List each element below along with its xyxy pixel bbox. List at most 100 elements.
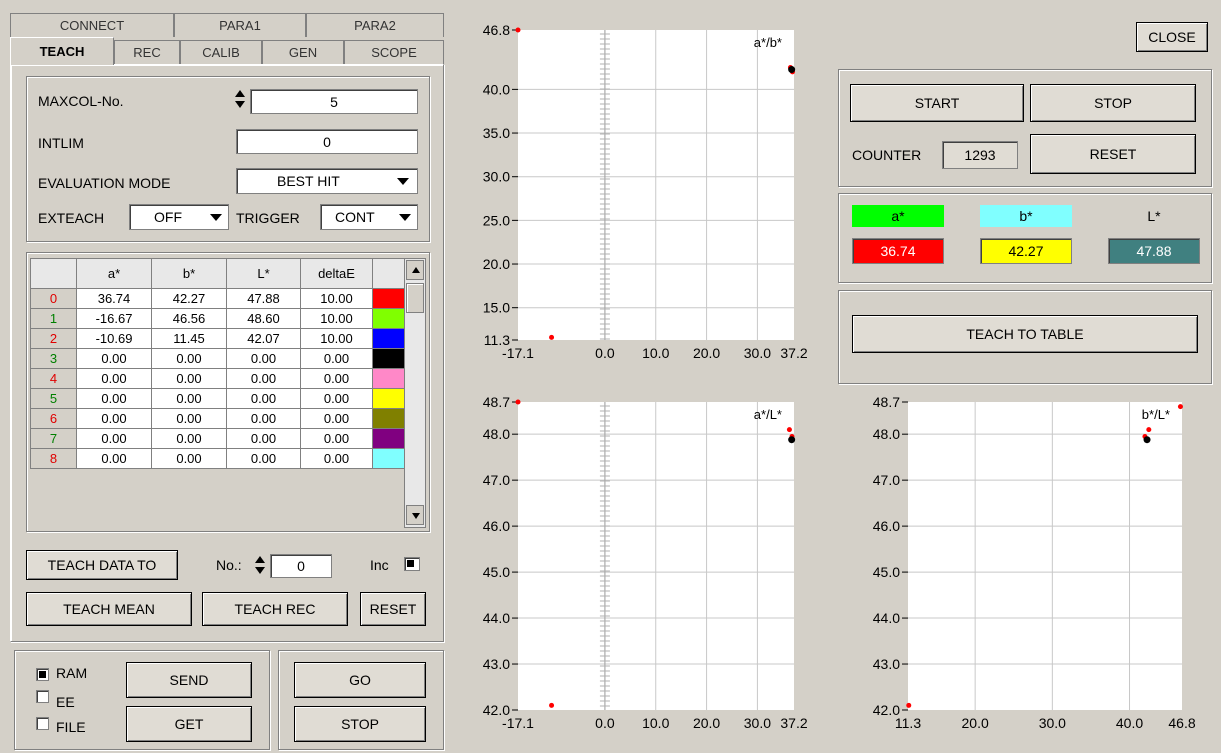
teach-data-to-button[interactable]: TEACH DATA TO	[26, 550, 178, 580]
table-cell-deltaE: 0.00	[300, 448, 373, 469]
scroll-thumb[interactable]	[406, 283, 424, 313]
table-cell-L: 0.00	[226, 388, 301, 409]
reset-left-button[interactable]: RESET	[360, 592, 426, 626]
ram-label: RAM	[56, 665, 88, 681]
table-row[interactable]: 6 0.00 0.00 0.00 0.00	[30, 408, 407, 429]
stop-button[interactable]: STOP	[1030, 84, 1196, 122]
arrow-up-icon	[412, 267, 420, 273]
tab-rec[interactable]: REC	[114, 40, 180, 64]
L-star-label: L*	[1147, 208, 1161, 224]
x-tick-label: -17.1	[502, 345, 534, 361]
tab-gen[interactable]: GEN	[262, 40, 344, 64]
table-row[interactable]: 5 0.00 0.00 0.00 0.00	[30, 388, 407, 409]
y-tick-label: 30.0	[483, 169, 510, 185]
table-row[interactable]: 4 0.00 0.00 0.00 0.00	[30, 368, 407, 389]
data-point-current	[788, 436, 796, 444]
tab-para1[interactable]: PARA1	[174, 13, 306, 37]
tab-scope[interactable]: SCOPE	[344, 40, 444, 64]
file-checkbox[interactable]	[36, 717, 49, 730]
intlim-field[interactable]: 0	[236, 129, 418, 154]
table-cell-a: 0.00	[76, 348, 152, 369]
teach-rec-button[interactable]: TEACH REC	[202, 592, 348, 626]
exteach-select[interactable]: OFF	[129, 204, 229, 230]
teach-panel	[10, 64, 444, 642]
table-cell-deltaE: 0.00	[300, 408, 373, 429]
table-cell-L: 0.00	[226, 448, 301, 469]
table-cell-deltaE: 10.00	[300, 328, 373, 349]
no-spinner[interactable]	[253, 553, 267, 577]
table-scrollbar[interactable]	[404, 258, 426, 528]
table-header-L: L*	[226, 258, 301, 289]
y-tick-label: 15.0	[483, 300, 510, 316]
x-tick-label: 0.0	[595, 715, 615, 731]
plot-title: b*/L*	[1142, 407, 1170, 422]
go-button[interactable]: GO	[294, 662, 426, 698]
maxcol-spinner[interactable]	[233, 87, 247, 111]
y-tick-label: 42.0	[873, 702, 900, 718]
teach-to-table-button[interactable]: TEACH TO TABLE	[852, 315, 1198, 353]
table-row[interactable]: 8 0.00 0.00 0.00 0.00	[30, 448, 407, 469]
table-row-index: 1	[30, 308, 77, 329]
x-tick-label: 30.0	[1039, 715, 1066, 731]
tab-connect[interactable]: CONNECT	[10, 13, 174, 37]
trigger-value: CONT	[335, 209, 375, 225]
data-point-red	[786, 427, 792, 433]
table-cell-deltaE: 10.00	[300, 288, 373, 309]
file-label: FILE	[56, 719, 86, 735]
stop-bottom-button[interactable]: STOP	[294, 706, 426, 742]
no-label: No.:	[216, 557, 242, 573]
teach-mean-button[interactable]: TEACH MEAN	[26, 592, 192, 626]
table-cell-deltaE: 10.00	[300, 308, 373, 329]
data-point-current	[1143, 436, 1151, 444]
table-row[interactable]: 0 36.74 42.27 47.88 10.00	[30, 288, 407, 309]
scroll-up-button[interactable]	[406, 260, 424, 280]
plot-title: a*/b*	[754, 35, 782, 50]
tab-calib[interactable]: CALIB	[180, 40, 262, 64]
arrow-down-icon	[412, 513, 420, 519]
maxcol-field[interactable]: 5	[250, 89, 418, 114]
eval-mode-select[interactable]: BEST HIT	[236, 168, 418, 194]
table-cell-b: 0.00	[151, 448, 227, 469]
x-tick-label: 0.0	[595, 345, 615, 361]
x-tick-label: -17.1	[502, 715, 534, 731]
table-row-index: 7	[30, 428, 77, 449]
table-row[interactable]: 1 -16.67 46.56 48.60 10.00	[30, 308, 407, 329]
table-cell-deltaE: 0.00	[300, 348, 373, 369]
tab-teach[interactable]: TEACH	[10, 37, 114, 65]
inc-checkbox[interactable]	[404, 557, 420, 571]
maxcol-label: MAXCOL-No.	[38, 93, 124, 109]
x-tick-label: 40.0	[1116, 715, 1143, 731]
x-tick-label: 46.8	[1168, 715, 1195, 731]
spin-arrows-icon	[235, 90, 245, 108]
scroll-down-button[interactable]	[406, 505, 424, 525]
table-cell-deltaE: 0.00	[300, 368, 373, 389]
reset-right-button[interactable]: RESET	[1030, 134, 1196, 174]
table-header-row: a* b* L* deltaE	[30, 258, 407, 289]
trigger-select[interactable]: CONT	[320, 204, 418, 230]
get-button[interactable]: GET	[126, 706, 252, 742]
table-cell-deltaE: 0.00	[300, 428, 373, 449]
b-star-label: b*	[980, 205, 1072, 227]
table-row[interactable]: 7 0.00 0.00 0.00 0.00	[30, 428, 407, 449]
table-header-deltaE: deltaE	[300, 258, 373, 289]
close-button[interactable]: CLOSE	[1136, 22, 1208, 52]
tab-para2[interactable]: PARA2	[306, 13, 444, 37]
table-cell-b: 11.45	[151, 328, 227, 349]
settings-group	[26, 76, 430, 242]
no-field[interactable]: 0	[270, 554, 332, 578]
table-cell-L: 42.07	[226, 328, 301, 349]
control-group	[838, 69, 1212, 187]
ee-checkbox[interactable]	[36, 690, 49, 703]
table-cell-a: 36.74	[76, 288, 152, 309]
send-button[interactable]: SEND	[126, 662, 252, 698]
ram-checkbox[interactable]	[36, 668, 49, 681]
table-row[interactable]: 3 0.00 0.00 0.00 0.00	[30, 348, 407, 369]
scatter-plot-2: -17.1 0.0 10.0 20.0 30.0 37.2 48.7 48.0 47.0 46.0…	[483, 394, 808, 731]
table-cell-L: 0.00	[226, 408, 301, 429]
start-button[interactable]: START	[850, 84, 1024, 122]
table-row[interactable]: 2 -10.69 11.45 42.07 10.00	[30, 328, 407, 349]
teach-table-group	[838, 290, 1212, 384]
table-cell-deltaE: 0.00	[300, 388, 373, 409]
y-tick-label: 44.0	[873, 610, 900, 626]
x-tick-label: 20.0	[693, 345, 720, 361]
